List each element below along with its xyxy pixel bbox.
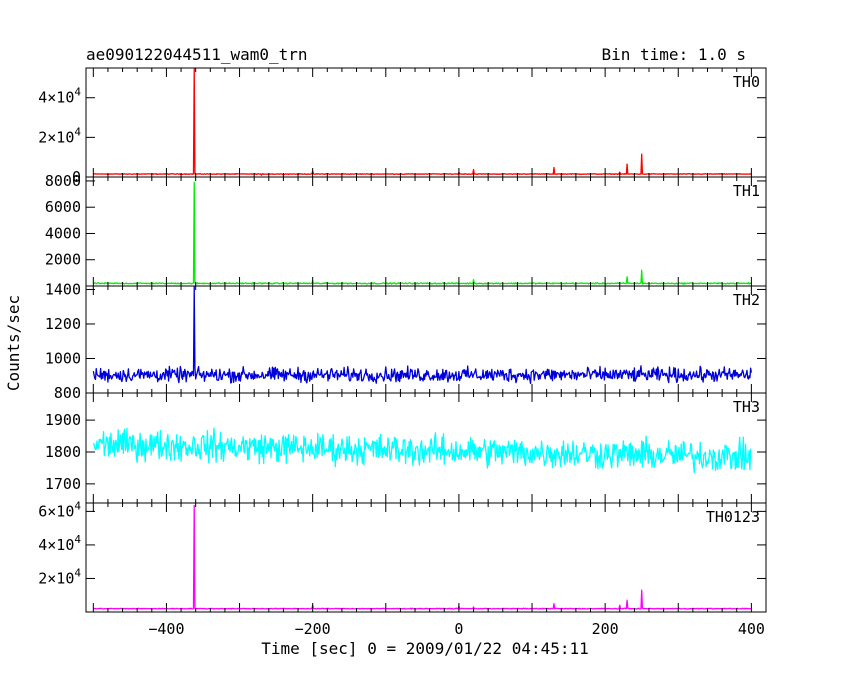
panel-label: TH3 <box>733 398 760 416</box>
series-th0 <box>93 68 752 176</box>
y-tick-label: 1200 <box>45 315 81 333</box>
y-tick-label: 1700 <box>45 475 81 493</box>
panel-th0: 0 2×104 4×104 TH0 <box>38 67 767 186</box>
panel-frame <box>85 502 767 613</box>
y-tick-label: 1400 <box>45 280 81 298</box>
y-tick-label: 2000 <box>45 251 81 269</box>
x-axis-label: Time [sec] 0 = 2009/01/22 04:45:11 <box>261 639 589 658</box>
panel-label: TH2 <box>733 291 760 309</box>
y-tick-label: 1800 <box>45 443 81 461</box>
x-tick-label: 400 <box>738 620 765 638</box>
panel-label: TH1 <box>733 182 760 200</box>
y-tick-label: 8000 <box>45 172 81 190</box>
chart-title: ae090122044511_wam0_trn <box>86 45 308 64</box>
series-th1 <box>93 181 752 285</box>
panel-th2: 800 1000 1200 1400 TH2 <box>45 280 767 402</box>
panel-th1: 2000 4000 6000 8000 TH1 <box>45 172 767 287</box>
x-tick-label: −200 <box>295 620 331 638</box>
panel-th0123: 2×104 4×104 6×104 TH0123 <box>38 499 767 613</box>
y-tick-label: 2×104 <box>38 566 81 587</box>
panel-frame <box>85 67 767 178</box>
panel-frame <box>85 176 767 287</box>
y-tick-label: 800 <box>54 384 81 402</box>
series-th3 <box>92 427 752 474</box>
panel-th3: 1700 1800 1900 TH3 <box>45 392 767 504</box>
panel-label: TH0 <box>733 73 760 91</box>
series-th0123 <box>93 504 752 610</box>
panels-layer: 02×1044×104TH02000400060008000TH18001000… <box>38 67 767 638</box>
y-tick-label: 4×104 <box>38 86 81 107</box>
y-tick-label: 0 <box>72 168 81 186</box>
y-axis-label: Counts/sec <box>4 295 23 391</box>
y-tick-label: 2×104 <box>38 125 81 146</box>
series-th2 <box>92 286 753 385</box>
y-tick-label: 6000 <box>45 198 81 216</box>
panel-label: TH0123 <box>706 508 760 526</box>
bin-time-label: Bin time: 1.0 s <box>602 45 747 64</box>
y-tick-label: 6×104 <box>38 499 81 520</box>
x-tick-label: 0 <box>454 620 463 638</box>
y-tick-label: 1900 <box>45 411 81 429</box>
panel-frame <box>85 285 767 394</box>
y-tick-label: 4000 <box>45 224 81 242</box>
y-tick-label: 1000 <box>45 349 81 367</box>
x-tick-label: −400 <box>148 620 184 638</box>
y-tick-label: 4×104 <box>38 533 81 554</box>
x-tick-label: 200 <box>592 620 619 638</box>
